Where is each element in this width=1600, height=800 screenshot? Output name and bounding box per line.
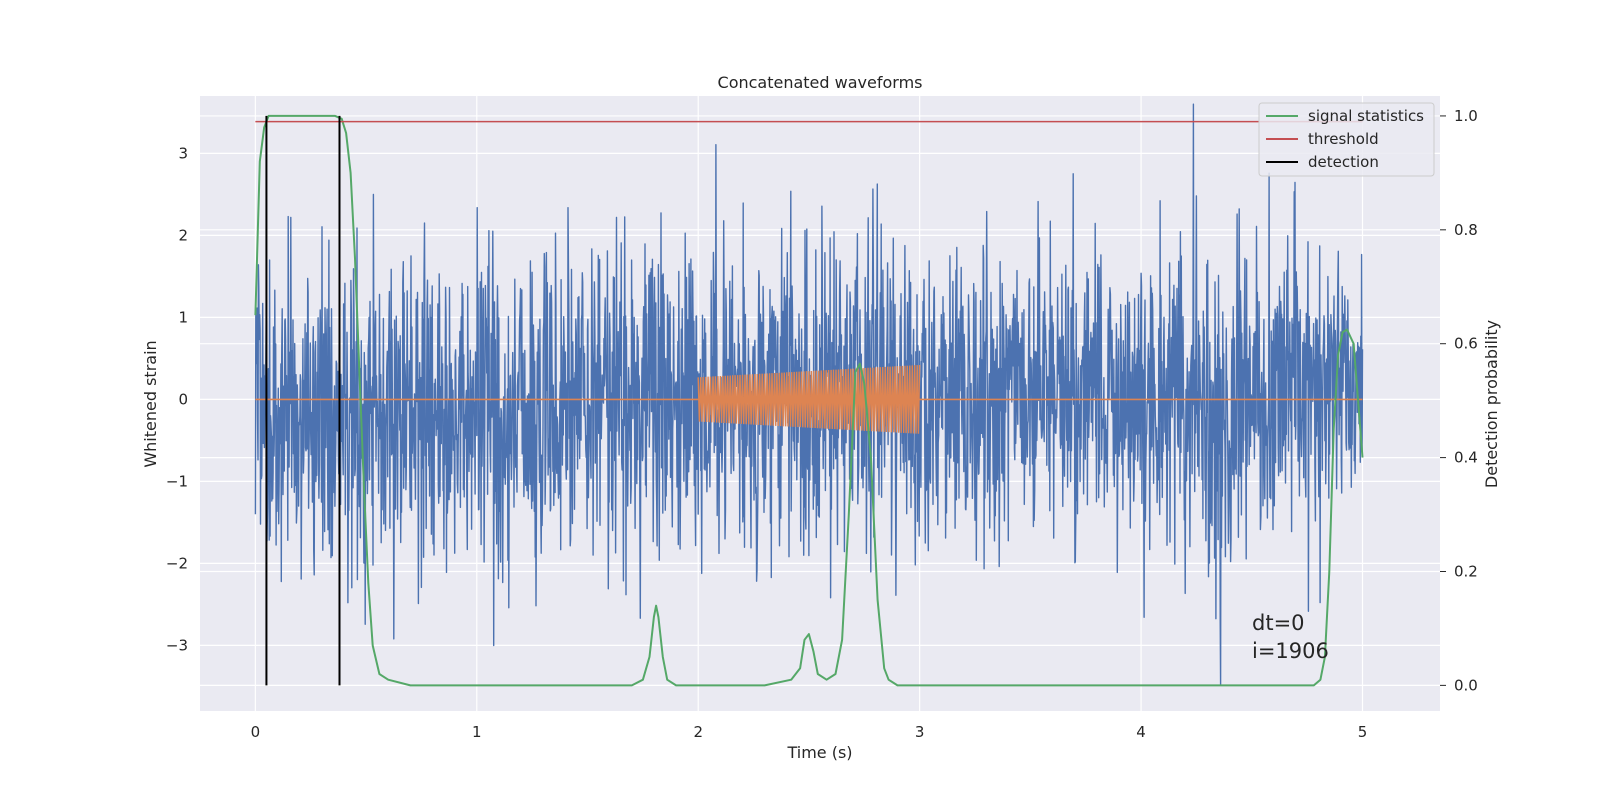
y2-tick-label-4: 0.8 <box>1454 221 1478 239</box>
y-tick-label-1: −2 <box>166 554 188 572</box>
y-tick-label-3: 0 <box>178 390 188 408</box>
y-tick-label-4: 1 <box>178 308 188 326</box>
legend-label-signal-statistics: signal statistics <box>1308 107 1424 125</box>
y-tick-label-2: −1 <box>166 472 188 490</box>
x-tick-label-1: 1 <box>472 723 482 741</box>
legend-label-detection: detection <box>1308 153 1379 171</box>
y2-tick-label-2: 0.4 <box>1454 449 1478 467</box>
x-tick-label-2: 2 <box>693 723 703 741</box>
x-axis-ticks: 0 1 2 3 4 5 <box>251 723 1368 741</box>
y-axis-label: Whitened strain <box>141 340 160 467</box>
chart-title: Concatenated waveforms <box>718 73 923 92</box>
y2-tick-label-5: 1.0 <box>1454 107 1478 125</box>
strain-series <box>254 103 1364 686</box>
y-axis-ticks: −3 −2 −1 0 1 2 3 <box>166 144 188 654</box>
annotation: dt=0 i=1906 <box>1252 611 1329 663</box>
x-axis-label: Time (s) <box>786 743 852 762</box>
strain-line <box>254 103 1364 686</box>
legend-label-threshold: threshold <box>1308 130 1379 148</box>
injected-waveform-series <box>255 364 1363 434</box>
injected-chirp <box>697 364 921 434</box>
x-tick-label-3: 3 <box>915 723 925 741</box>
x-tick-label-0: 0 <box>251 723 261 741</box>
y2-axis-label: Detection probability <box>1482 320 1501 488</box>
y2-tick-label-3: 0.6 <box>1454 335 1478 353</box>
y2-axis-ticks: 0.0 0.2 0.4 0.6 0.8 1.0 <box>1440 107 1478 694</box>
y-tick-label-6: 3 <box>178 144 188 162</box>
legend: signal statistics threshold detection <box>1258 102 1435 177</box>
legend-box <box>1258 102 1435 177</box>
signal-statistics-line <box>254 114 1364 687</box>
y-tick-label-0: −3 <box>166 636 188 654</box>
detection-lines <box>265 115 341 686</box>
signal-statistics-series <box>254 114 1364 687</box>
x-tick-label-4: 4 <box>1136 723 1146 741</box>
annotation-index: i=1906 <box>1252 639 1329 663</box>
annotation-dt: dt=0 <box>1252 611 1305 635</box>
x-tick-label-5: 5 <box>1358 723 1368 741</box>
y-tick-label-5: 2 <box>178 226 188 244</box>
y2-tick-label-0: 0.0 <box>1454 676 1478 694</box>
y2-tick-label-1: 0.2 <box>1454 562 1478 580</box>
